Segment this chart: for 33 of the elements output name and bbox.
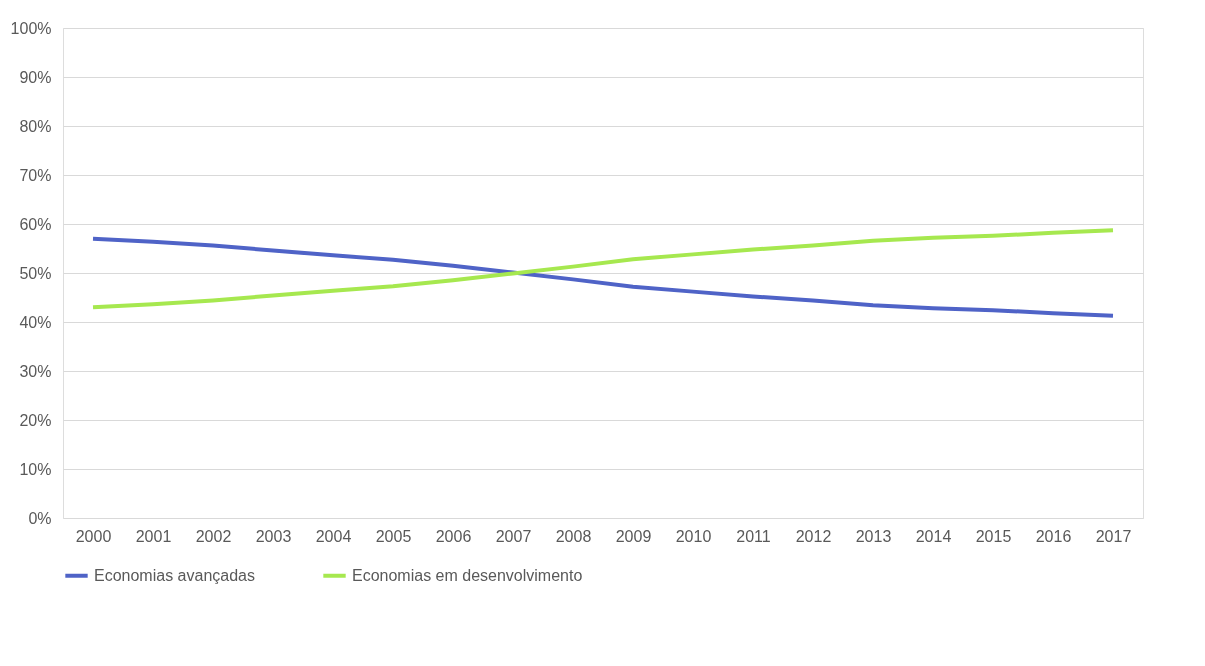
y-tick-label: 50% bbox=[19, 264, 52, 282]
x-tick-label: 2016 bbox=[1035, 527, 1072, 545]
y-tick-label: 60% bbox=[19, 215, 52, 233]
x-tick-label: 2000 bbox=[75, 527, 112, 545]
x-tick-label: 2014 bbox=[915, 527, 952, 545]
x-tick-label: 2009 bbox=[615, 527, 652, 545]
x-tick-label: 2017 bbox=[1095, 527, 1132, 545]
y-tick-label: 30% bbox=[19, 362, 52, 380]
x-tick-label: 2011 bbox=[736, 527, 771, 545]
x-tick-label: 2008 bbox=[555, 527, 592, 545]
x-tick-label: 2015 bbox=[975, 527, 1012, 545]
x-tick-label: 2010 bbox=[675, 527, 712, 545]
y-tick-label: 40% bbox=[19, 313, 52, 331]
x-tick-label: 2002 bbox=[195, 527, 232, 545]
y-tick-label: 70% bbox=[19, 166, 52, 184]
y-tick-label: 20% bbox=[19, 411, 52, 429]
x-tick-label: 2003 bbox=[255, 527, 292, 545]
legend-label: Economias avançadas bbox=[94, 566, 255, 584]
y-tick-label: 90% bbox=[19, 68, 52, 86]
y-tick-label: 100% bbox=[10, 19, 52, 37]
x-tick-label: 2012 bbox=[795, 527, 832, 545]
legend-label: Economias em desenvolvimento bbox=[352, 566, 583, 584]
x-tick-label: 2001 bbox=[135, 527, 172, 545]
x-tick-label: 2013 bbox=[855, 527, 892, 545]
x-tick-label: 2007 bbox=[495, 527, 532, 545]
line-series bbox=[91, 228, 1115, 310]
y-tick-label: 80% bbox=[19, 117, 52, 135]
y-tick-label: 10% bbox=[19, 460, 52, 478]
y-tick-label: 0% bbox=[28, 509, 52, 527]
x-tick-label: 2006 bbox=[435, 527, 472, 545]
x-tick-label: 2004 bbox=[315, 527, 352, 545]
line-series bbox=[91, 236, 1115, 318]
x-tick-label: 2005 bbox=[375, 527, 412, 545]
